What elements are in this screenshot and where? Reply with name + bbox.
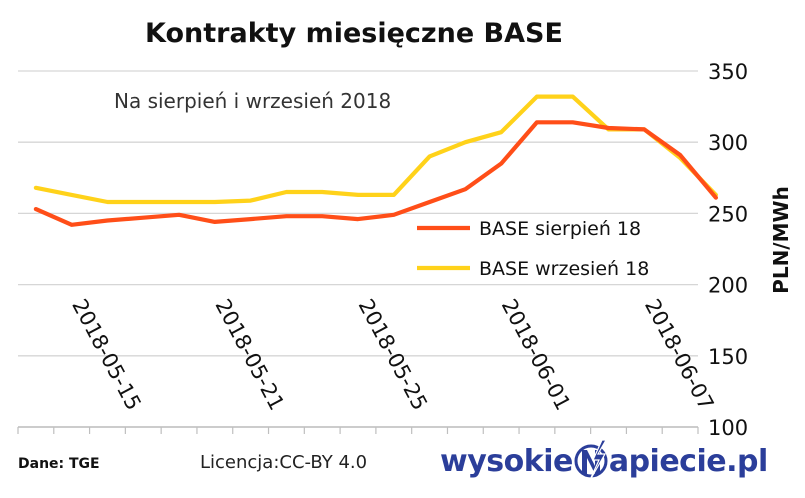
x-tick-label: 2018-06-01 — [497, 295, 575, 414]
chart-annotation: Na sierpień i wrzesień 2018 — [114, 89, 391, 113]
y-tick-label: 150 — [708, 345, 748, 369]
lightning-n-icon — [574, 438, 608, 484]
brand-left-text: wysokie — [440, 443, 573, 479]
legend-label: BASE wrzesień 18 — [479, 258, 649, 280]
y-tick-label: 100 — [708, 416, 748, 440]
y-tick-label: 200 — [708, 274, 748, 298]
series-line-wrzesien — [33, 94, 719, 205]
y-tick-label: 350 — [708, 60, 748, 84]
license-text: Licencja:CC-BY 4.0 — [200, 452, 368, 473]
brand-logo: wysokie apiecie.pl — [440, 436, 768, 486]
y-axis-ticks: 100 150 200 250 300 350 — [708, 60, 748, 440]
series-lines — [33, 94, 719, 227]
x-axis — [17, 426, 699, 434]
legend: BASE sierpień 18 BASE wrzesień 18 — [417, 218, 649, 280]
x-tick-labels: 2018-05-15 2018-05-21 2018-05-25 2018-06-01… — [67, 295, 718, 414]
y-axis-label: PLN/MWh — [769, 186, 793, 294]
x-tick-label: 2018-06-07 — [640, 295, 718, 414]
y-tick-label: 250 — [708, 202, 748, 226]
x-tick-label: 2018-05-21 — [210, 295, 288, 414]
legend-label: BASE sierpień 18 — [479, 218, 641, 240]
x-tick-label: 2018-05-15 — [67, 295, 145, 414]
chart-title: Kontrakty miesięczne BASE — [145, 18, 563, 49]
y-tick-label: 300 — [708, 131, 748, 155]
series-line-sierpien — [33, 120, 719, 227]
data-source: Dane: TGE — [18, 456, 100, 472]
x-tick-label: 2018-05-25 — [354, 295, 432, 414]
brand-right-text: apiecie.pl — [608, 443, 768, 479]
